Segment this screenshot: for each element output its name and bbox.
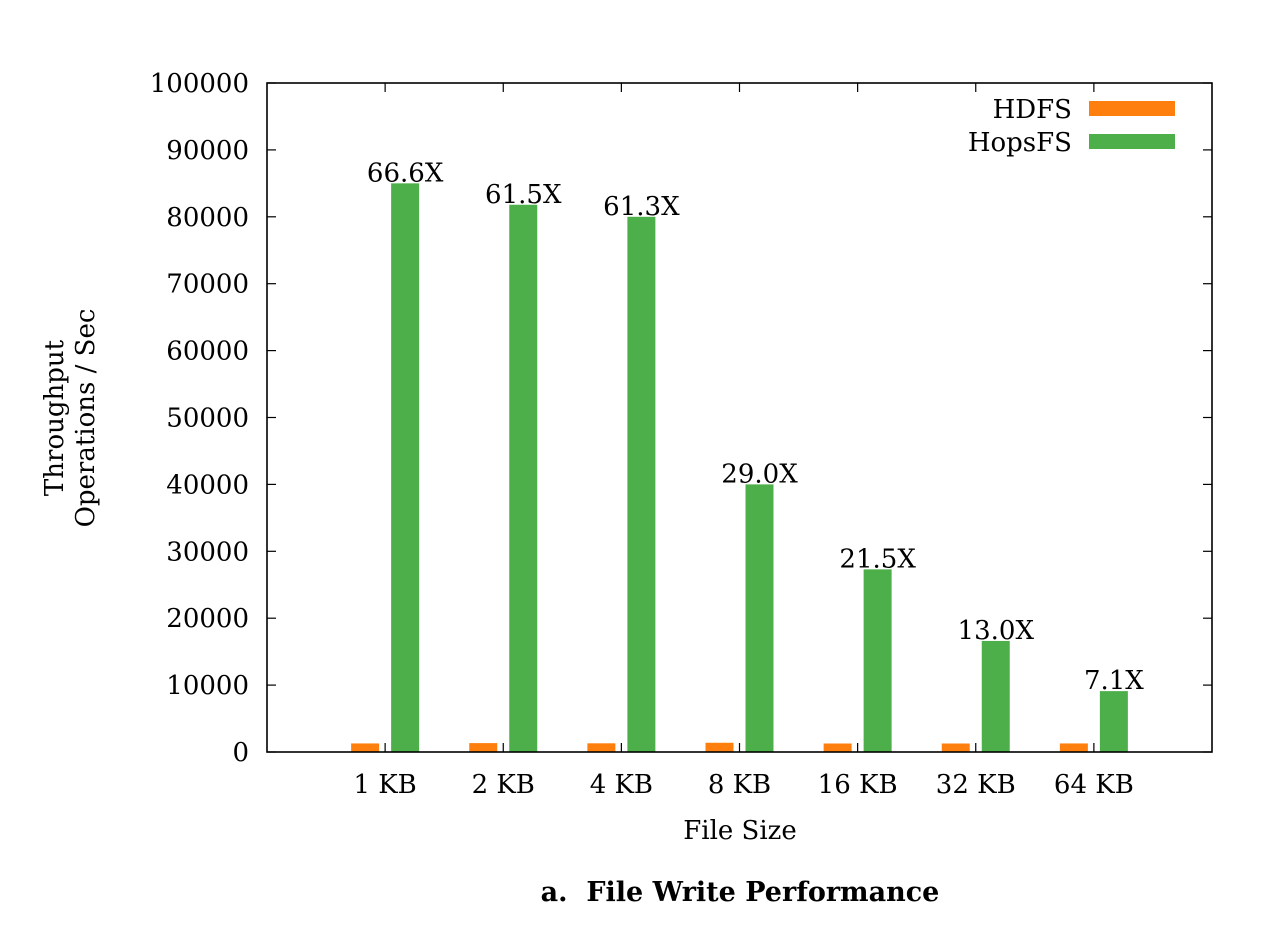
bar-hopsfs-32kb <box>981 640 1010 752</box>
bar-hdfs-64kb <box>1059 743 1088 752</box>
data-label-2kb: 61.5X <box>485 180 562 210</box>
bar-hopsfs-4kb <box>627 216 656 753</box>
x-tick-label: 4 KB <box>590 770 653 800</box>
legend-label-hopsfs: HopsFS <box>968 128 1072 158</box>
y-tick-label: 0 <box>232 738 249 768</box>
x-tick-label: 2 KB <box>472 770 535 800</box>
bar-hdfs-8kb <box>705 742 734 752</box>
bar-hdfs-2kb <box>469 743 498 752</box>
bar-hdfs-32kb <box>941 743 970 752</box>
y-tick-label: 30000 <box>166 537 249 567</box>
bar-hopsfs-2kb <box>509 204 538 752</box>
y-axis-title-line-1: Throughput <box>40 339 70 496</box>
y-tick-label: 100000 <box>150 69 249 99</box>
y-tick-label: 20000 <box>166 604 249 634</box>
ticks-layer <box>267 82 1212 753</box>
data-label-64kb: 7.1X <box>1084 666 1144 696</box>
x-tick-label: 16 KB <box>818 770 898 800</box>
legend-swatch-hopsfs <box>1089 134 1175 149</box>
data-label-32kb: 13.0X <box>958 616 1035 646</box>
figure-caption: a. File Write Performance <box>541 877 940 908</box>
y-tick-label: 70000 <box>166 270 249 300</box>
y-axis-title-line-2: Operations / Sec <box>71 309 101 528</box>
x-tick-label: 64 KB <box>1054 770 1134 800</box>
bars-layer <box>351 183 1128 753</box>
y-tick-label: 90000 <box>166 136 249 166</box>
data-label-4kb: 61.3X <box>603 192 680 222</box>
y-tick-label: 10000 <box>166 671 249 701</box>
bar-hdfs-1kb <box>351 743 380 752</box>
y-tick-label: 50000 <box>166 404 249 434</box>
data-label-16kb: 21.5X <box>839 544 916 574</box>
bar-hdfs-16kb <box>823 743 852 752</box>
legend: HDFS HopsFS <box>968 95 1175 158</box>
y-axis-title: Throughput Operations / Sec <box>40 309 101 528</box>
bar-hdfs-4kb <box>587 743 616 752</box>
x-tick-label: 8 KB <box>708 770 771 800</box>
legend-swatch-hdfs <box>1089 101 1175 116</box>
y-tick-label: 60000 <box>166 337 249 367</box>
x-tick-label: 1 KB <box>353 770 416 800</box>
x-tick-label: 32 KB <box>936 770 1016 800</box>
bar-hopsfs-16kb <box>863 569 892 752</box>
legend-label-hdfs: HDFS <box>993 95 1072 125</box>
y-tick-label: 40000 <box>166 470 249 500</box>
labels-layer: 66.6X 1 KB 61.5X 2 KB 61.3X 4 KB 29.0X 8 KB 21.5… <box>150 69 1145 800</box>
bar-hopsfs-64kb <box>1099 691 1128 752</box>
data-label-8kb: 29.0X <box>721 459 798 489</box>
bar-hopsfs-8kb <box>745 484 774 752</box>
bar-hopsfs-1kb <box>391 183 420 753</box>
data-label-1kb: 66.6X <box>367 158 444 188</box>
y-tick-label: 80000 <box>166 203 249 233</box>
x-axis-title: File Size <box>683 816 797 846</box>
